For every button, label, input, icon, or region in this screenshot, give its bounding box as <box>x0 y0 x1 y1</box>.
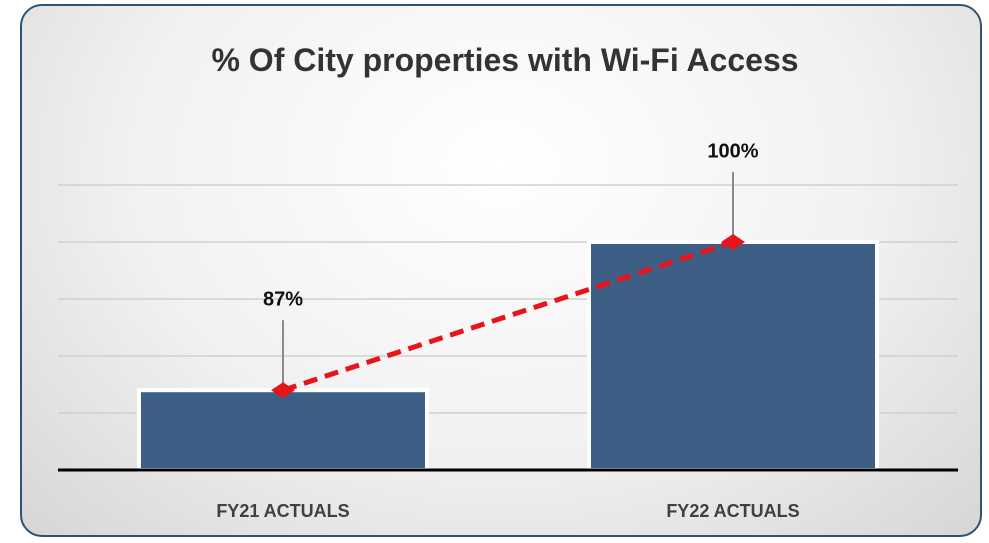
x-tick-label: FY22 ACTUALS <box>666 501 799 521</box>
trend-line <box>282 239 734 393</box>
data-label: 87% <box>263 288 303 310</box>
marker <box>721 234 745 250</box>
bar <box>137 388 429 473</box>
data-label: 100% <box>707 140 758 162</box>
x-tick-label: FY21 ACTUALS <box>216 501 349 521</box>
marker <box>271 382 295 399</box>
bar <box>587 240 879 472</box>
chart-title: % Of City properties with Wi-Fi Access <box>211 42 799 78</box>
